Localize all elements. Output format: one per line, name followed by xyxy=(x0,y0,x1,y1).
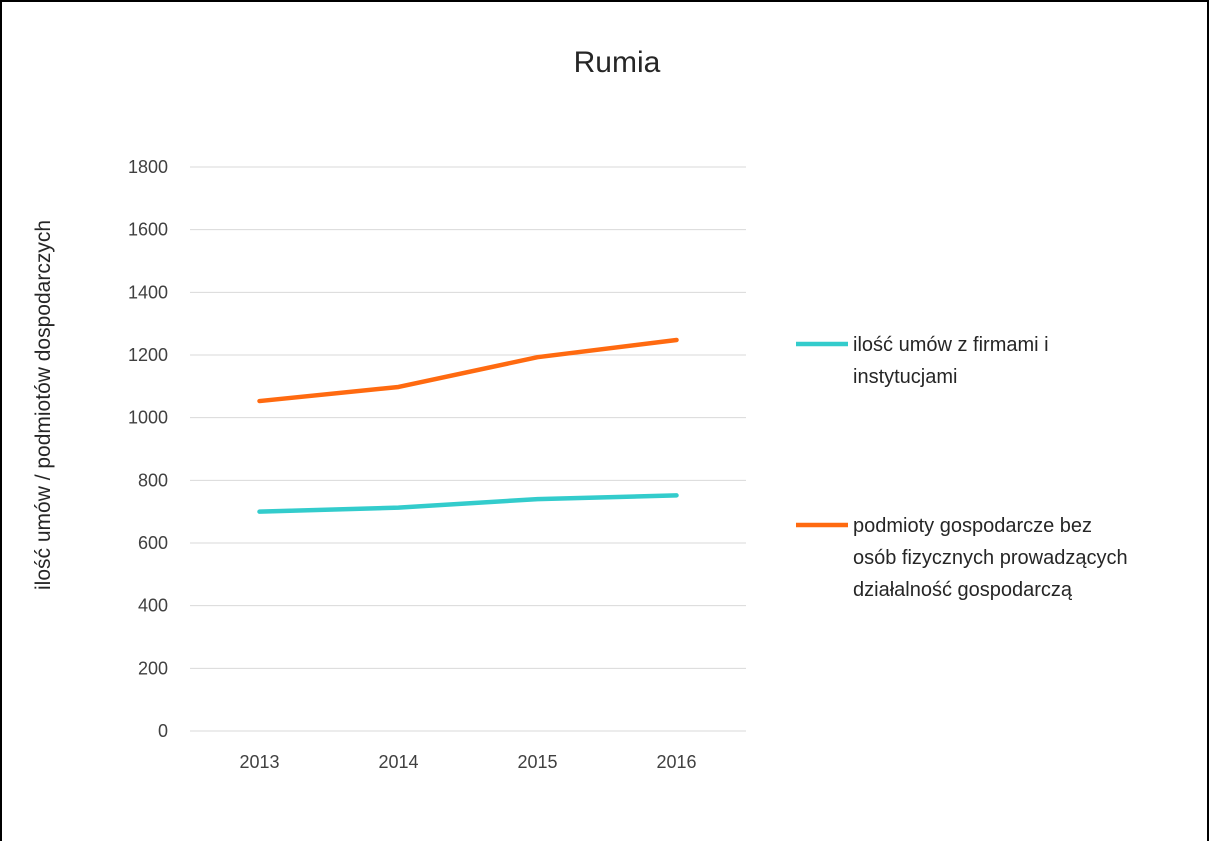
gridlines xyxy=(190,166,746,732)
y-axis-label: ilość umów / podmiotów dospodarczych xyxy=(32,220,55,590)
legend-label: podmioty gospodarcze bez xyxy=(853,515,1092,537)
x-tick-label: 2014 xyxy=(378,752,418,772)
legend-label: działalność gospodarczą xyxy=(853,579,1073,601)
legend-label: osób fizycznych prowadzących xyxy=(853,547,1128,569)
y-tick-label: 1800 xyxy=(128,157,168,177)
y-tick-label: 1000 xyxy=(128,408,168,428)
y-tick-label: 1400 xyxy=(128,282,168,302)
legend: ilość umów z firmami i instytucjami podmio… xyxy=(796,334,1128,601)
series-line-1 xyxy=(257,337,679,404)
y-tick-label: 0 xyxy=(158,721,168,741)
y-tick-label: 800 xyxy=(138,470,168,490)
y-tick-label: 400 xyxy=(138,596,168,616)
y-tick-label: 600 xyxy=(138,533,168,553)
legend-label: ilość umów z firmami i xyxy=(853,334,1049,356)
x-tick-label: 2016 xyxy=(656,752,696,772)
x-axis-ticks: 2013 2014 2015 2016 xyxy=(239,752,696,772)
legend-label: instytucjami xyxy=(853,366,957,388)
series-line-0 xyxy=(257,493,679,514)
x-tick-label: 2013 xyxy=(239,752,279,772)
y-tick-label: 1600 xyxy=(128,220,168,240)
chart-title: Rumia xyxy=(574,46,661,79)
y-axis-ticks: 0 200 400 600 800 1000 1200 1400 1600 1800 xyxy=(128,157,168,741)
y-tick-label: 200 xyxy=(138,658,168,678)
y-tick-label: 1200 xyxy=(128,345,168,365)
series-lines xyxy=(257,337,679,514)
x-tick-label: 2015 xyxy=(517,752,557,772)
